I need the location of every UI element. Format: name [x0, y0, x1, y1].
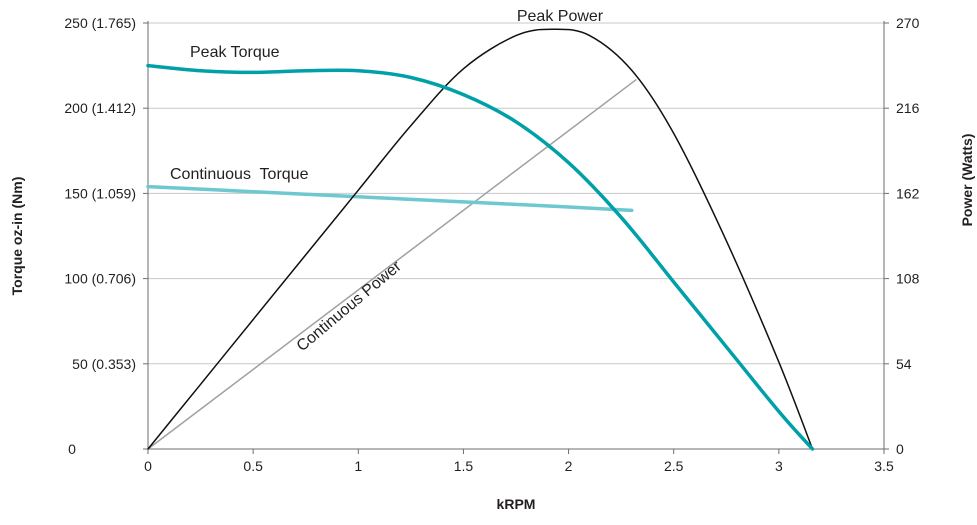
- y-left-tick-label: 50 (0.353): [72, 356, 136, 372]
- x-tick-label: 0: [144, 458, 152, 474]
- y-left-tick-label: 0: [68, 441, 76, 457]
- x-tick-label: 2: [565, 458, 573, 474]
- peak-power-label: Peak Power: [517, 8, 604, 25]
- peak-torque-label: Peak Torque: [190, 44, 280, 61]
- peak-power-line: [147, 28, 814, 450]
- x-tick-label: 2.5: [664, 458, 684, 474]
- y-axis-left-title: Torque oz-in (Nm): [9, 177, 25, 296]
- continuous-torque-line: [146, 184, 634, 213]
- y-right-tick-label: 162: [896, 185, 920, 201]
- series-lines: [146, 28, 815, 451]
- peak-torque-line: [146, 63, 815, 451]
- continuous-power-line: [147, 79, 637, 450]
- y-right-tick-label: 216: [896, 100, 920, 116]
- y-left-tick-label: 250 (1.765): [64, 15, 136, 31]
- y-right-tick-label: 108: [896, 271, 920, 287]
- x-tick-label: 3: [775, 458, 783, 474]
- tick-labels: 0 50 (0.353) 100 (0.706) 150 (1.059) 200 (1.…: [64, 15, 919, 474]
- y-axis-right-title: Power (Watts): [959, 134, 975, 227]
- y-left-tick-label: 100 (0.706): [64, 271, 136, 287]
- series-labels: Peak Torque Continuous Torque Peak Power Co…: [170, 8, 604, 355]
- y-right-tick-label: 270: [896, 15, 920, 31]
- continuous-power-label: Continuous Power: [294, 258, 406, 355]
- x-tick-label: 1: [354, 458, 362, 474]
- x-tick-label: 1.5: [454, 458, 474, 474]
- axes: [143, 21, 889, 454]
- y-left-tick-label: 150 (1.059): [64, 185, 136, 201]
- x-tick-label: 0.5: [243, 458, 263, 474]
- y-right-tick-label: 54: [896, 356, 912, 372]
- x-axis-title: kRPM: [497, 496, 536, 512]
- x-tick-label: 3.5: [874, 458, 894, 474]
- y-left-tick-label: 200 (1.412): [64, 100, 136, 116]
- continuous-torque-label: Continuous Torque: [170, 166, 309, 183]
- y-right-tick-label: 0: [896, 441, 904, 457]
